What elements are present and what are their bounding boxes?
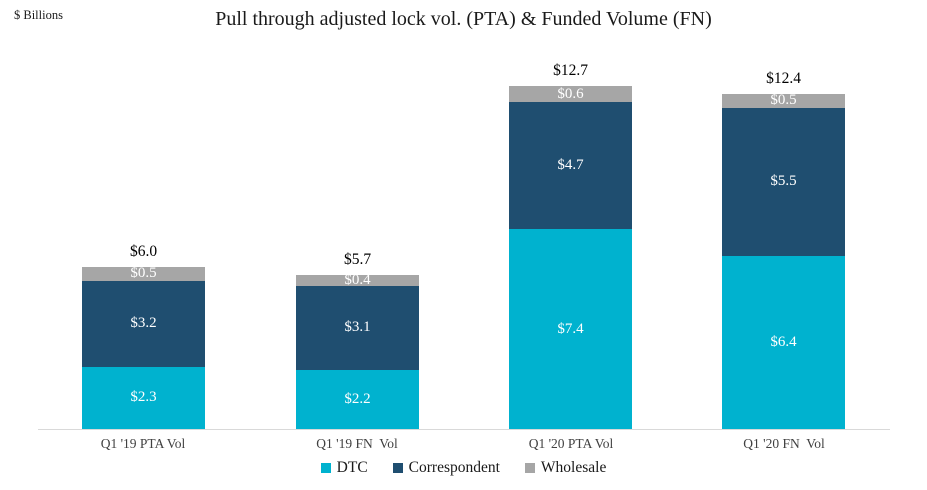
x-axis-category-label: Q1 '20 FN Vol (743, 436, 825, 451)
bar-segment-wholesale: $0.5 (82, 265, 205, 282)
segment-value-label: $3.2 (130, 315, 157, 332)
y-axis-units-label: $ Billions (14, 8, 63, 22)
x-axis-category-label: Q1 '19 FN Vol (316, 436, 398, 451)
bar-segment-correspondent: $3.1 (296, 285, 419, 370)
x-axis-line (38, 429, 890, 430)
legend-label-wholesale: Wholesale (540, 459, 607, 476)
bar-segment-dtc: $2.3 (82, 366, 205, 429)
bar-total-label: $5.7 (343, 251, 372, 269)
bar-segment-correspondent: $4.7 (509, 102, 632, 230)
bar-segment-dtc: $7.4 (509, 229, 632, 429)
segment-value-label: $0.6 (557, 85, 584, 102)
legend-item-wholesale: Wholesale (524, 459, 607, 477)
bar-total-label: $6.0 (129, 243, 158, 260)
legend-label-dtc: DTC (336, 459, 368, 476)
bar-total-label: $12.7 (553, 62, 588, 80)
bar-segment-correspondent: $5.5 (722, 107, 845, 257)
bar-segment-wholesale: $0.4 (296, 272, 419, 288)
legend-item-dtc: DTC (320, 459, 368, 477)
bar-segment-dtc: $2.2 (296, 369, 419, 429)
legend: DTC Correspondent Wholesale (0, 459, 927, 477)
legend-swatch-correspondent-icon (392, 463, 403, 473)
bar-segment-wholesale: $0.5 (722, 92, 845, 109)
segment-value-label: $5.5 (770, 173, 797, 190)
segment-value-label: $4.7 (557, 157, 584, 174)
segment-value-label: $6.4 (770, 334, 797, 351)
legend-label-correspondent: Correspondent (408, 459, 500, 476)
legend-item-correspondent: Correspondent (392, 459, 500, 477)
bar-segment-correspondent: $3.2 (82, 280, 205, 367)
segment-value-label: $0.4 (344, 272, 371, 288)
segment-value-label: $0.5 (770, 92, 797, 109)
chart-title: Pull through adjusted lock vol. (PTA) & … (215, 8, 712, 30)
segment-value-label: $0.5 (130, 265, 157, 282)
segment-value-label: $2.2 (344, 390, 371, 407)
legend-swatch-wholesale-icon (524, 463, 535, 473)
bar-segment-dtc: $6.4 (722, 256, 845, 429)
bar-total-label: $12.4 (766, 70, 801, 88)
segment-value-label: $7.4 (557, 320, 584, 337)
segment-value-label: $2.3 (130, 389, 157, 406)
bar-segment-wholesale: $0.6 (509, 85, 632, 103)
legend-swatch-dtc-icon (320, 463, 331, 473)
x-axis-category-label: Q1 '20 PTA Vol (528, 436, 614, 451)
x-axis-category-label: Q1 '19 PTA Vol (100, 436, 186, 451)
segment-value-label: $3.1 (344, 319, 371, 336)
